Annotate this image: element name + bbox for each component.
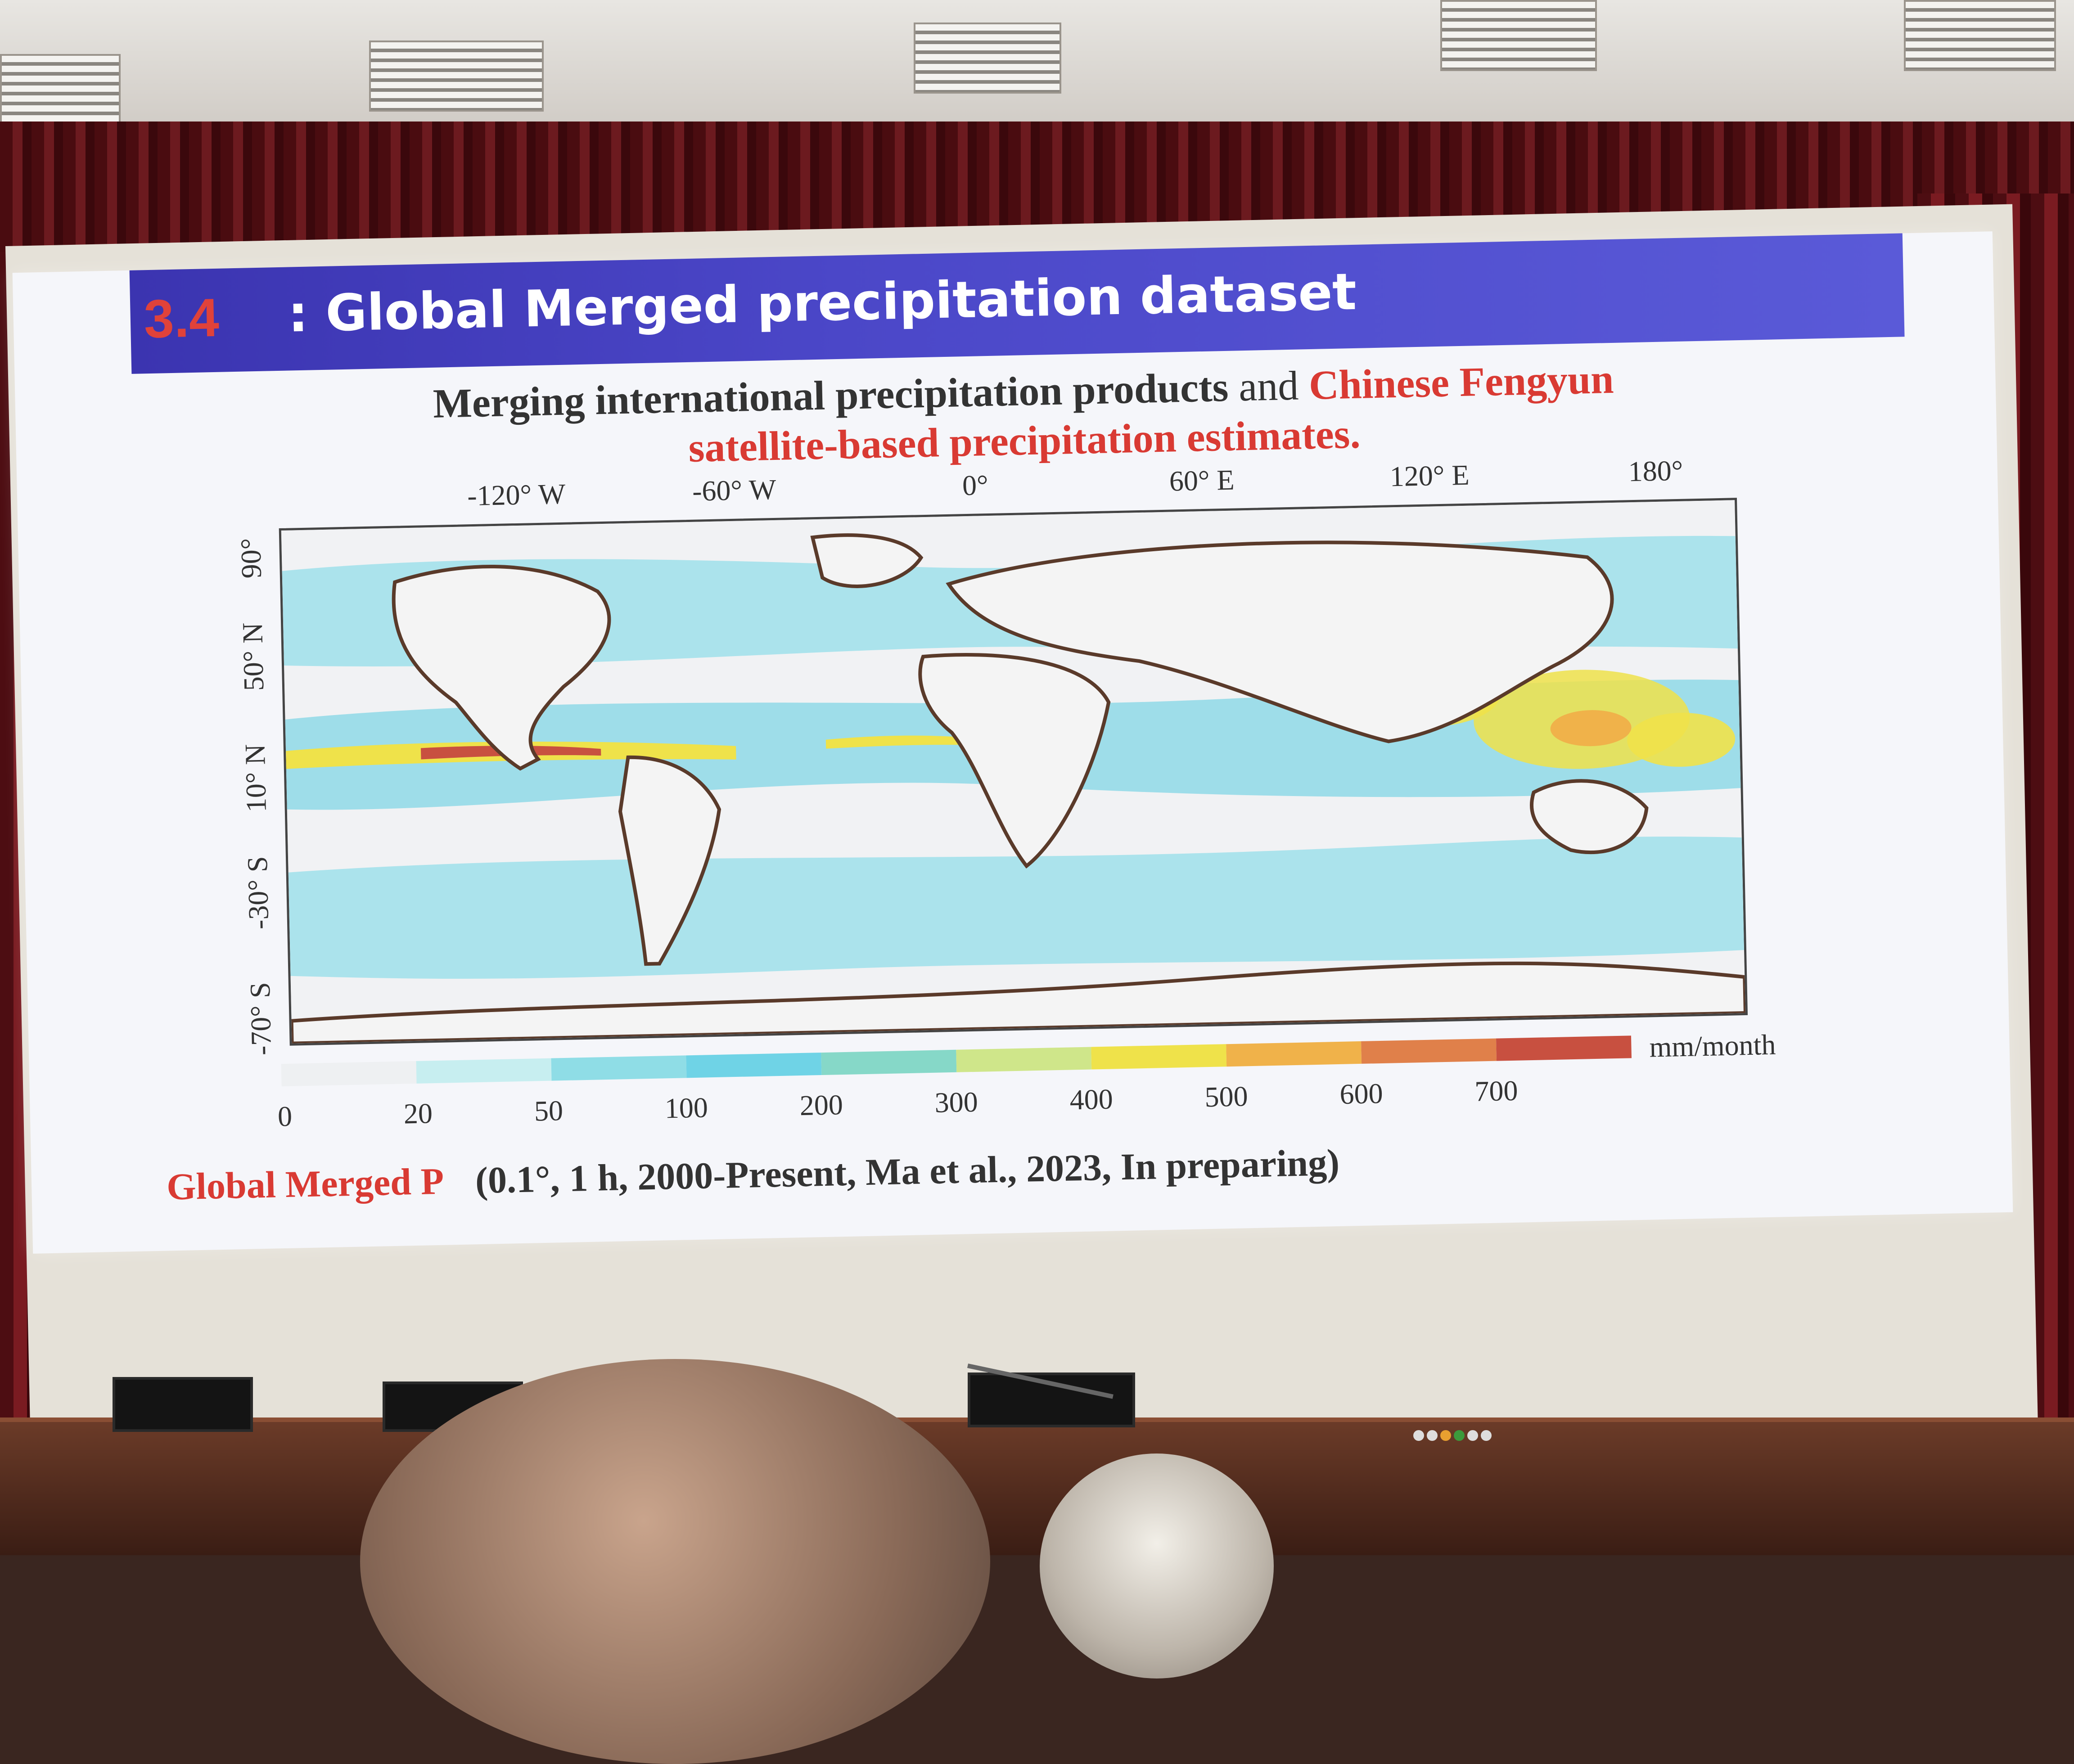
- colorbar-segment: [1361, 1038, 1497, 1064]
- indicator-light: [1440, 1430, 1451, 1441]
- indicator-light: [1427, 1430, 1438, 1441]
- colorbar-tick: 400: [1069, 1083, 1114, 1116]
- precipitation-map: [279, 498, 1748, 1046]
- lon-label: -120° W: [467, 477, 566, 512]
- monitor: [113, 1377, 253, 1432]
- colorbar-segment: [1496, 1035, 1632, 1061]
- colorbar-tick: 100: [664, 1091, 708, 1125]
- ceiling-vent: [1440, 0, 1597, 71]
- lon-label: 120° E: [1389, 459, 1470, 493]
- lon-label: 0°: [962, 469, 989, 502]
- colorbar-tick: 0: [277, 1100, 293, 1133]
- colorbar-tick: 500: [1204, 1080, 1249, 1113]
- indicator-light: [1481, 1430, 1492, 1441]
- section-number: 3.4: [143, 287, 220, 350]
- colorbar-segment: [416, 1058, 552, 1084]
- colorbar-segment: [1091, 1044, 1227, 1070]
- world-map-graphic: [281, 500, 1748, 1045]
- ceiling: [0, 0, 2074, 135]
- colorbar-segment: [686, 1053, 822, 1078]
- lon-label: -60° W: [692, 473, 777, 507]
- ceiling-vent: [1904, 0, 2056, 71]
- monitor: [968, 1372, 1135, 1427]
- podium: [0, 1422, 2074, 1555]
- lat-label: -70° S: [243, 981, 278, 1056]
- colorbar-unit: mm/month: [1649, 1028, 1776, 1063]
- colorbar-tick: 50: [534, 1094, 564, 1127]
- indicator-light: [1454, 1430, 1465, 1441]
- indicator-lights: [1413, 1430, 1494, 1443]
- ceiling-vent: [0, 54, 121, 125]
- colorbar-segment: [956, 1047, 1092, 1072]
- audience-head: [1040, 1454, 1274, 1678]
- colorbar-tick: 700: [1474, 1074, 1519, 1107]
- colorbar-segment: [1226, 1041, 1362, 1067]
- ceiling-vent: [369, 40, 544, 112]
- colorbar-tick: 200: [799, 1089, 843, 1122]
- colorbar-tick: 600: [1339, 1077, 1384, 1110]
- indicator-light: [1413, 1430, 1424, 1441]
- colorbar-segment: [281, 1061, 417, 1087]
- lat-label: 50° N: [236, 622, 270, 692]
- lon-label: 180°: [1628, 454, 1683, 488]
- subtitle-highlight-1: Chinese Fengyun: [1308, 356, 1614, 409]
- colorbar: [281, 1035, 1632, 1087]
- colorbar-tick: 20: [403, 1097, 433, 1130]
- caption-dataset-name: Global Merged P: [166, 1160, 445, 1208]
- subtitle-and: and: [1228, 362, 1310, 410]
- presentation-slide: 3.4 : Global Merged precipitation datase…: [12, 231, 2013, 1254]
- lon-label: 60° E: [1169, 464, 1235, 497]
- audience-head: [360, 1359, 990, 1764]
- figure-caption: Global Merged P (0.1°, 1 h, 2000-Present,…: [166, 1141, 1340, 1209]
- lat-label: -30° S: [241, 855, 275, 930]
- colorbar-segment: [821, 1049, 957, 1076]
- caption-details: (0.1°, 1 h, 2000-Present, Ma et al., 202…: [475, 1142, 1340, 1202]
- lat-label: 90°: [234, 538, 267, 579]
- colorbar-segment: [551, 1055, 687, 1081]
- indicator-light: [1467, 1430, 1478, 1441]
- subtitle-highlight-2: satellite-based precipitation estimates.: [688, 410, 1361, 471]
- slide-subtitle: Merging international precipitation prod…: [168, 349, 1880, 484]
- lat-label: 10° N: [239, 743, 272, 813]
- colorbar-tick: 300: [934, 1085, 978, 1119]
- ceiling-vent: [914, 22, 1061, 94]
